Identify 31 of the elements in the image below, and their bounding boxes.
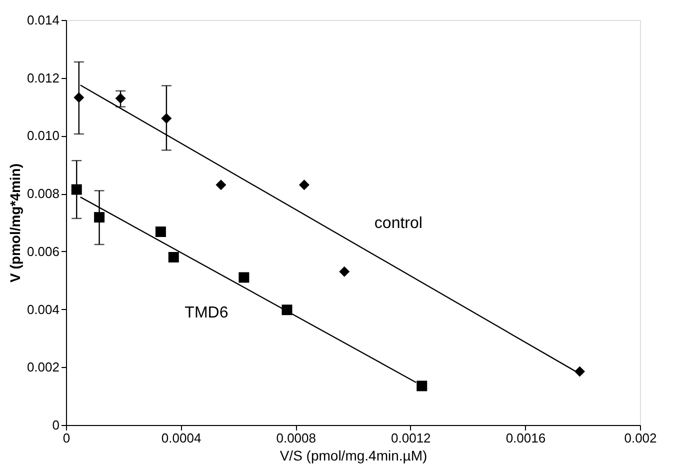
y-tick-label: 0.002 — [26, 360, 60, 375]
y-tick-label: 0.008 — [26, 186, 60, 202]
point — [574, 366, 585, 377]
annotation: control — [374, 214, 422, 232]
point — [74, 92, 84, 103]
y-tick-label: 0.006 — [26, 244, 60, 259]
x-tick-label: 0 — [62, 430, 70, 446]
point — [94, 212, 105, 223]
x-tick-label: 0.0016 — [506, 430, 546, 446]
point — [161, 113, 172, 124]
y-tick-label: 0.010 — [26, 128, 60, 144]
point — [115, 93, 126, 104]
point — [168, 252, 179, 262]
annotation: TMD6 — [184, 304, 228, 322]
y-tick-label: 0 — [52, 418, 60, 432]
point — [216, 180, 226, 190]
point — [155, 226, 166, 237]
y-tick-label: 0.012 — [26, 70, 60, 86]
point — [416, 380, 428, 392]
x-tick-label: 0.002 — [624, 430, 657, 446]
point — [238, 272, 250, 283]
x-tick-label: 0.0012 — [391, 430, 431, 446]
y-axis-title: V (pmol/mg*4min) — [6, 163, 23, 283]
y-tick-label: 0.004 — [26, 302, 60, 317]
point — [71, 184, 82, 195]
x-tick-label: 0.0008 — [276, 430, 316, 446]
point — [339, 266, 350, 277]
x-axis-title: V/S (pmol/mg.4min.µM) — [280, 448, 428, 464]
y-tick-label: 0.014 — [26, 12, 60, 28]
point — [298, 180, 310, 190]
x-tick-label: 0.0004 — [161, 430, 202, 446]
